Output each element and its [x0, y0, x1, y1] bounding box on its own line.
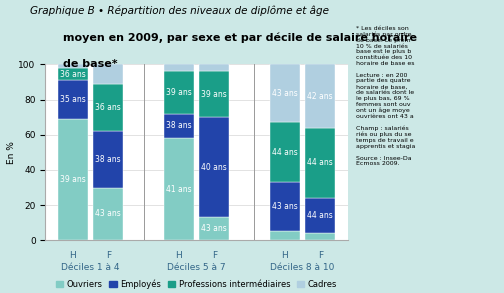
- Text: 35 ans: 35 ans: [60, 95, 86, 104]
- Bar: [305, 64, 335, 128]
- Bar: [58, 64, 88, 68]
- Legend: Ouvriers, Employés, Professions intermédiaires, Cadres: Ouvriers, Employés, Professions interméd…: [52, 276, 341, 292]
- Bar: [164, 64, 194, 71]
- Text: 38 ans: 38 ans: [95, 155, 121, 164]
- Text: Déciles 8 à 10: Déciles 8 à 10: [271, 263, 335, 272]
- Bar: [270, 122, 300, 182]
- Bar: [305, 233, 335, 240]
- Bar: [199, 117, 229, 217]
- Bar: [305, 128, 335, 198]
- Text: 44 ans: 44 ans: [307, 211, 333, 220]
- Bar: [93, 131, 123, 188]
- Bar: [199, 64, 229, 71]
- Text: 43 ans: 43 ans: [272, 89, 298, 98]
- Text: H: H: [70, 251, 76, 260]
- Text: 38 ans: 38 ans: [166, 122, 192, 130]
- Text: 36 ans: 36 ans: [95, 103, 121, 112]
- Text: de base*: de base*: [63, 59, 117, 69]
- Text: 36 ans: 36 ans: [60, 70, 86, 79]
- Bar: [93, 84, 123, 131]
- Text: Déciles 1 à 4: Déciles 1 à 4: [61, 263, 120, 272]
- Bar: [164, 71, 194, 114]
- Text: 42 ans: 42 ans: [307, 92, 333, 100]
- Text: 44 ans: 44 ans: [272, 148, 298, 157]
- Text: 43 ans: 43 ans: [95, 209, 121, 218]
- Bar: [270, 182, 300, 231]
- Bar: [58, 80, 88, 119]
- Text: 43 ans: 43 ans: [272, 202, 298, 211]
- Text: Déciles 5 à 7: Déciles 5 à 7: [167, 263, 226, 272]
- Bar: [305, 198, 335, 233]
- Bar: [58, 119, 88, 240]
- Bar: [270, 231, 300, 240]
- Text: 40 ans: 40 ans: [202, 163, 227, 172]
- Text: moyen en 2009, par sexe et par décile de salaire horaire: moyen en 2009, par sexe et par décile de…: [63, 32, 417, 43]
- Text: H: H: [175, 251, 182, 260]
- Bar: [93, 188, 123, 240]
- Text: F: F: [106, 251, 111, 260]
- Text: Graphique B • Répartition des niveaux de diplôme et âge: Graphique B • Répartition des niveaux de…: [30, 6, 329, 16]
- Bar: [164, 114, 194, 138]
- Text: 39 ans: 39 ans: [166, 88, 192, 97]
- Text: H: H: [282, 251, 288, 260]
- Text: * Les déciles son
salariés par ordre
de base. Le prem
10 % de salariés
base est : * Les déciles son salariés par ordre de …: [356, 26, 415, 166]
- Bar: [270, 64, 300, 122]
- Text: 43 ans: 43 ans: [202, 224, 227, 233]
- Bar: [199, 71, 229, 117]
- Y-axis label: En %: En %: [7, 141, 16, 164]
- Text: 44 ans: 44 ans: [307, 159, 333, 167]
- Text: F: F: [212, 251, 217, 260]
- Bar: [93, 64, 123, 84]
- Text: F: F: [318, 251, 323, 260]
- Bar: [199, 217, 229, 240]
- Text: 39 ans: 39 ans: [60, 175, 86, 184]
- Bar: [58, 68, 88, 80]
- Text: 41 ans: 41 ans: [166, 185, 192, 194]
- Text: 39 ans: 39 ans: [202, 90, 227, 99]
- Bar: [164, 138, 194, 240]
